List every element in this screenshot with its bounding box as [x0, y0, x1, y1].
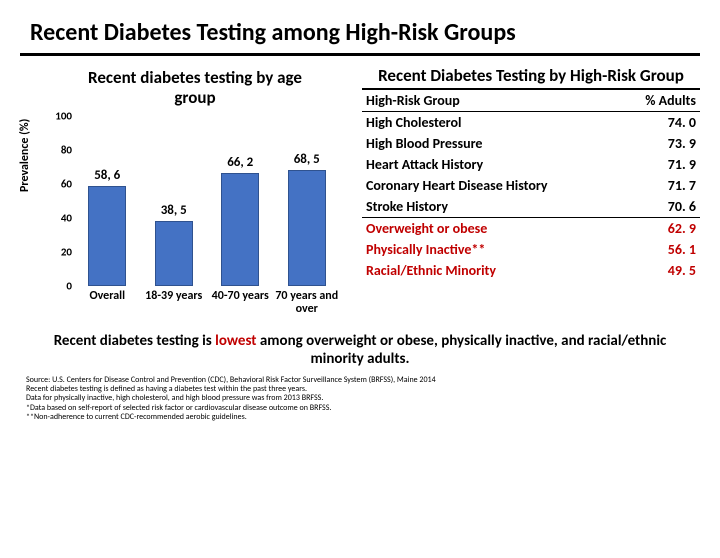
row-label: High Blood Pressure — [362, 133, 620, 154]
row-label: High Cholesterol — [362, 111, 620, 133]
summary-note: Recent diabetes testing is lowest among … — [50, 332, 670, 368]
footnotes: Source: U.S. Centers for Disease Control… — [20, 376, 700, 422]
x-tick-label: Overall — [74, 290, 140, 303]
y-tick: 80 — [50, 144, 72, 157]
table-header-group: High-Risk Group — [362, 89, 620, 112]
row-value: 74. 0 — [620, 111, 700, 133]
title-divider — [20, 53, 700, 56]
table-row: Heart Attack History71. 9 — [362, 154, 700, 175]
row-value: 62. 9 — [620, 217, 700, 239]
y-tick: 100 — [50, 110, 72, 123]
x-tick-label: 70 years and over — [274, 290, 340, 316]
table-row: High Cholesterol74. 0 — [362, 111, 700, 133]
y-tick: 0 — [50, 280, 72, 293]
footnote-line: **Non-adherence to current CDC-recommend… — [26, 413, 694, 422]
bar-value-label: 66, 2 — [210, 155, 270, 170]
row-value: 70. 6 — [620, 196, 700, 218]
table-header-adults: % Adults — [620, 89, 700, 112]
y-tick: 20 — [50, 246, 72, 259]
table-row: Physically Inactive**56. 1 — [362, 239, 700, 260]
note-post: among overweight or obese, physically in… — [257, 332, 667, 368]
chart-bar — [155, 221, 193, 286]
table-row: Coronary Heart Disease History71. 7 — [362, 175, 700, 196]
note-pre: Recent diabetes testing is — [54, 332, 215, 350]
row-value: 71. 9 — [620, 154, 700, 175]
y-tick: 60 — [50, 178, 72, 191]
page-title: Recent Diabetes Testing among High-Risk … — [30, 18, 690, 47]
row-value: 71. 7 — [620, 175, 700, 196]
y-tick: 40 — [50, 212, 72, 225]
chart-bar — [221, 173, 259, 286]
bar-chart: Prevalence (%) 0 20 40 60 80 100 58, 6 Overall 3… — [20, 62, 350, 322]
row-label: Overweight or obese — [362, 217, 620, 239]
table-row: Racial/Ethnic Minority49. 5 — [362, 260, 700, 281]
bar-value-label: 58, 6 — [77, 168, 137, 183]
chart-bar — [288, 170, 326, 286]
row-value: 73. 9 — [620, 133, 700, 154]
row-label: Physically Inactive** — [362, 239, 620, 260]
x-tick-label: 18-39 years — [141, 290, 207, 303]
table-title: Recent Diabetes Testing by High-Risk Gro… — [362, 66, 700, 86]
table-row: High Blood Pressure73. 9 — [362, 133, 700, 154]
row-label: Coronary Heart Disease History — [362, 175, 620, 196]
row-value: 56. 1 — [620, 239, 700, 260]
table-panel: Recent Diabetes Testing by High-Risk Gro… — [362, 62, 700, 322]
row-label: Racial/Ethnic Minority — [362, 260, 620, 281]
bar-value-label: 38, 5 — [144, 203, 204, 218]
table-row: Overweight or obese62. 9 — [362, 217, 700, 239]
chart-panel: Recent diabetes testing by age group Pre… — [20, 62, 350, 322]
y-axis-label: Prevalence (%) — [18, 119, 32, 192]
note-highlight: lowest — [215, 332, 256, 350]
row-label: Stroke History — [362, 196, 620, 218]
bar-value-label: 68, 5 — [277, 152, 337, 167]
row-label: Heart Attack History — [362, 154, 620, 175]
row-value: 49. 5 — [620, 260, 700, 281]
x-tick-label: 40-70 years — [207, 290, 273, 303]
chart-bar — [88, 186, 126, 286]
table-row: Stroke History70. 6 — [362, 196, 700, 218]
risk-group-table: High-Risk Group % Adults High Cholestero… — [362, 88, 700, 281]
